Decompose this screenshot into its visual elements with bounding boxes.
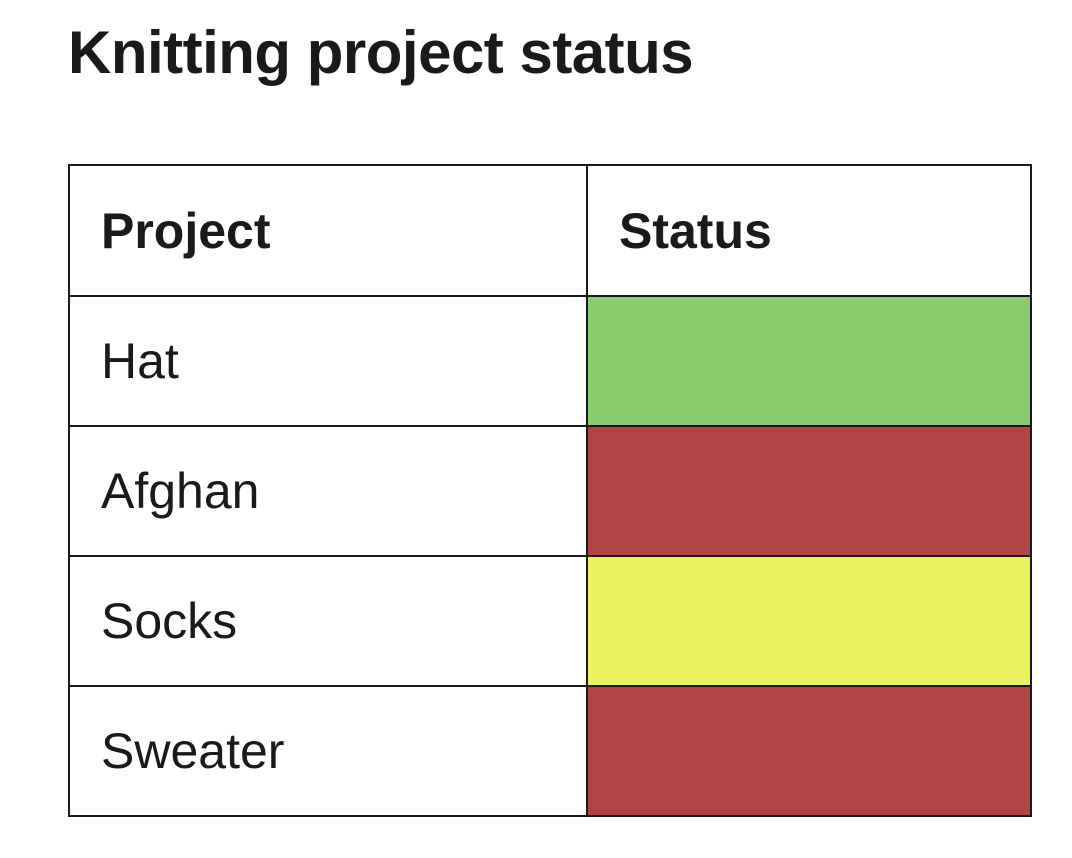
- project-name: Hat: [68, 295, 588, 427]
- table-row: Socks: [68, 555, 1032, 687]
- project-status-table: Project Status Hat Afghan Socks Sweater: [68, 164, 1032, 817]
- table-header-row: Project Status: [68, 164, 1032, 297]
- table-row: Afghan: [68, 425, 1032, 557]
- project-name: Sweater: [68, 685, 588, 817]
- table-row: Sweater: [68, 685, 1032, 817]
- page-title: Knitting project status: [68, 19, 694, 86]
- status-color-cell: [586, 295, 1032, 427]
- status-color-cell: [586, 425, 1032, 557]
- status-color-cell: [586, 685, 1032, 817]
- table-row: Hat: [68, 295, 1032, 427]
- status-color-cell: [586, 555, 1032, 687]
- header-project: Project: [68, 164, 588, 297]
- project-name: Socks: [68, 555, 588, 687]
- project-name: Afghan: [68, 425, 588, 557]
- header-status: Status: [586, 164, 1032, 297]
